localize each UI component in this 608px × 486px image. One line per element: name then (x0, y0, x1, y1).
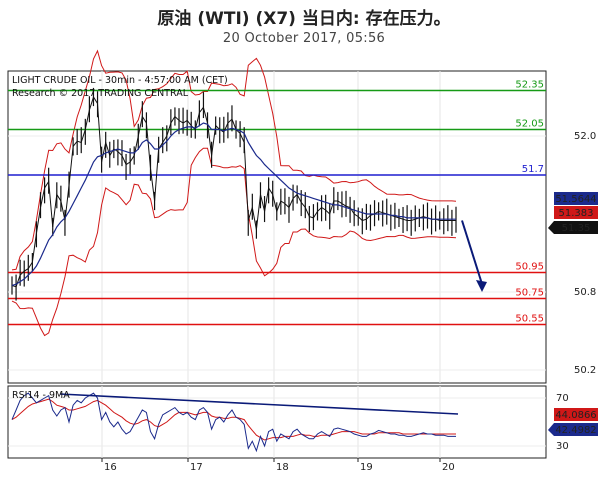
x-tick-label: 17 (190, 462, 203, 473)
y-tick-label: 52.0 (574, 131, 596, 142)
price-badge (554, 206, 598, 219)
rsi-tick-label: 30 (556, 441, 569, 452)
rsi-label: RSI14 - 9MA (12, 390, 70, 401)
page-title: 原油 (WTI) (X7) 当日内: 存在压力。 (157, 9, 451, 29)
rsi-badge-label: 42.4982 (555, 425, 596, 436)
rsi-badge (554, 408, 598, 421)
projection-arrow (461, 220, 487, 292)
report-date: 20 October 2017, 05:56 (222, 31, 386, 46)
y-tick-label: 50.8 (574, 287, 596, 298)
rsi-line (11, 392, 456, 453)
x-tick-label: 16 (104, 462, 117, 473)
rsi-series (11, 392, 459, 453)
bollinger-bands (11, 49, 457, 337)
rsi-badge (554, 423, 598, 436)
price-badge-label: 51.5644 (555, 194, 596, 205)
price-line (11, 95, 456, 288)
upper-band (11, 49, 457, 271)
projection-shaft (461, 220, 483, 285)
price-badge (554, 192, 598, 205)
price-badge-label: 51.383 (559, 208, 594, 219)
x-tick-label: 18 (276, 462, 289, 473)
x-tick-label: 20 (442, 462, 455, 473)
price-badge (554, 221, 598, 234)
projection-arrowhead (476, 280, 487, 292)
level-label: 52.35 (515, 80, 544, 91)
chart-subtitle: Research © 2017 TRADING CENTRAL (12, 88, 189, 99)
axes: 16 17 18 19 20 52.0 50.8 50.2 70 30 (101, 131, 596, 473)
price-badges: 51.5644 51.383 51.35 44.0866 42.4982 (548, 192, 598, 436)
rsi-tick-label: 70 (556, 393, 569, 404)
chart-title: LIGHT CRUDE OIL - 30min - 4:57:00 AM (CE… (12, 75, 228, 86)
support-resistance-levels: 52.35 52.05 51.7 50.95 50.75 50.55 (8, 80, 546, 326)
price-panel-frame (7, 70, 547, 384)
level-label: 52.05 (515, 119, 544, 130)
price-badge-label: 51.35 (562, 223, 591, 234)
y-tick-label: 50.2 (574, 365, 596, 376)
rsi-badge-pointer (548, 423, 554, 436)
x-tick-label: 19 (360, 462, 373, 473)
ma-line (11, 122, 456, 287)
rsi-trendline (59, 393, 459, 415)
moving-average-series (11, 122, 456, 287)
rsi-panel-frame (7, 385, 547, 459)
level-label: 51.7 (522, 164, 544, 175)
level-label: 50.95 (515, 262, 544, 273)
rsi-ma-line (11, 398, 456, 441)
lower-band (11, 147, 457, 337)
level-label: 50.75 (515, 288, 544, 299)
price-badge-pointer (548, 221, 554, 234)
rsi-badge-label: 44.0866 (555, 410, 596, 421)
level-label: 50.55 (515, 314, 544, 325)
